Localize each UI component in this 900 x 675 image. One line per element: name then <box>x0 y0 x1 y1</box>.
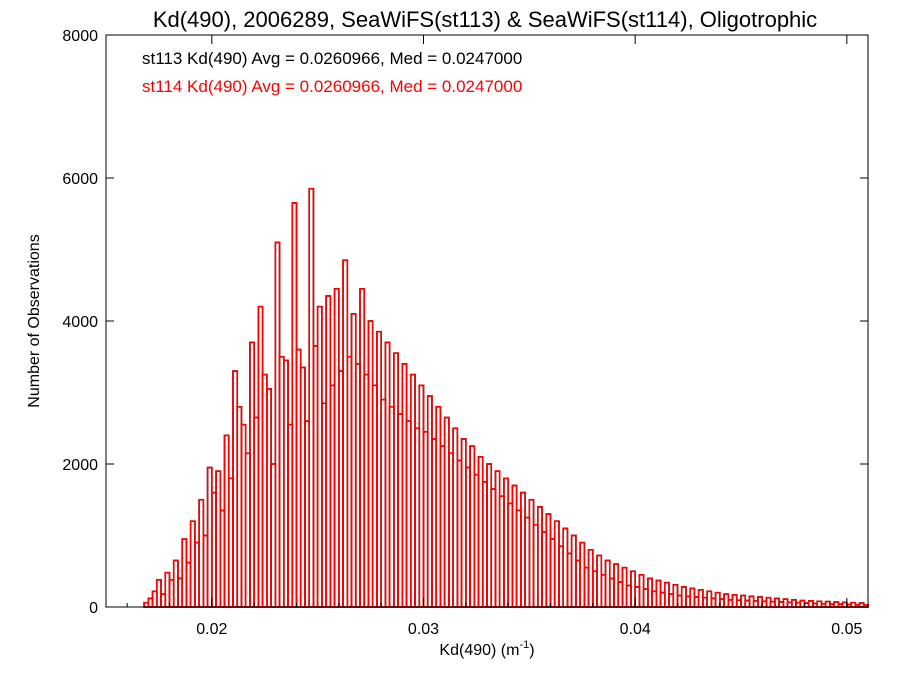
x-axis-label: Kd(490) (m-1) <box>439 639 534 659</box>
x-axis-label-close: ) <box>529 642 534 659</box>
y-tick-label: 0 <box>89 600 98 617</box>
x-tick-label: 0.03 <box>408 621 439 638</box>
annotation-st113: st113 Kd(490) Avg = 0.0260966, Med = 0.0… <box>142 49 522 68</box>
x-tick-label: 0.04 <box>620 621 651 638</box>
series-st113 <box>143 187 869 608</box>
y-tick-label: 2000 <box>62 457 98 474</box>
series-st114 <box>143 187 869 608</box>
y-axis-label: Number of Observations <box>26 234 43 407</box>
y-tick-label: 6000 <box>62 171 98 188</box>
histogram-series <box>143 187 869 608</box>
x-tick-label: 0.05 <box>831 621 862 638</box>
chart-title: Kd(490), 2006289, SeaWiFS(st113) & SeaWi… <box>153 7 817 32</box>
y-tick-label: 8000 <box>62 28 98 45</box>
y-tick-label: 4000 <box>62 314 98 331</box>
x-axis-label-sup: -1 <box>519 639 529 651</box>
x-tick-label: 0.02 <box>196 621 227 638</box>
x-axis-label-main: Kd(490) (m <box>439 642 519 659</box>
annotation-st114: st114 Kd(490) Avg = 0.0260966, Med = 0.0… <box>142 77 522 96</box>
y-axis: 0 2000 4000 6000 8000 <box>62 28 868 617</box>
x-axis: 0.02 0.03 0.04 0.05 <box>126 35 863 638</box>
annotations: st113 Kd(490) Avg = 0.0260966, Med = 0.0… <box>142 49 522 96</box>
